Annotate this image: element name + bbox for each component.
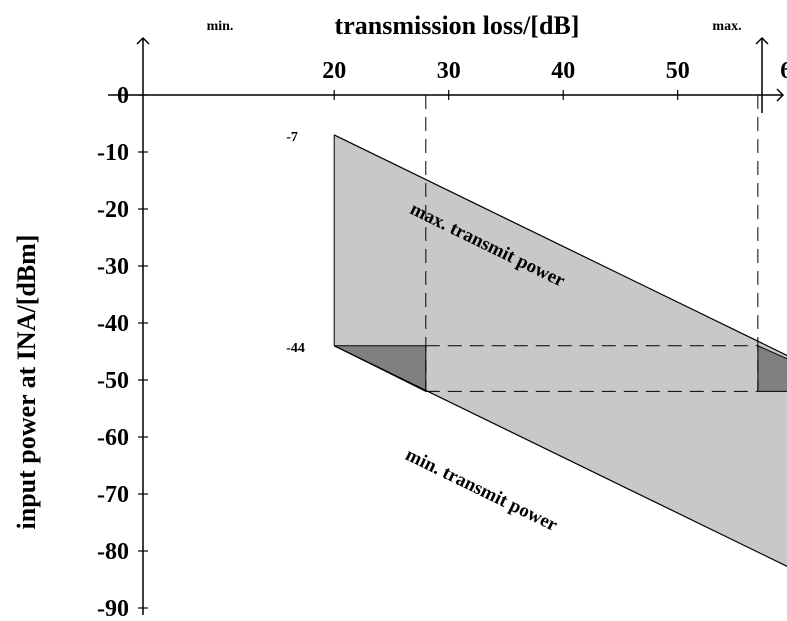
y-tick-label: -20 <box>97 197 129 223</box>
y-tick-label: -40 <box>97 311 129 337</box>
feasible-region <box>334 134 787 567</box>
x-min-label: min. <box>207 19 234 34</box>
x-axis-title: transmission loss/[dB] <box>335 11 580 40</box>
x-max-label: max. <box>712 19 741 34</box>
y-tick-label: -90 <box>97 596 129 621</box>
y-tick-label: -30 <box>97 254 129 280</box>
y-tick-label: 0 <box>117 83 129 109</box>
point-annotation: -44 <box>286 341 305 356</box>
y-axis-title: input power at INA/[dBm] <box>12 235 41 530</box>
x-tick-label: 30 <box>437 58 461 84</box>
min-transmit-power-line <box>333 345 787 567</box>
x-tick-label: 20 <box>322 58 346 84</box>
point-annotation: -7 <box>286 130 298 145</box>
plot-area <box>333 95 787 567</box>
y-tick-label: -50 <box>97 368 129 394</box>
y-tick-label: -60 <box>97 425 129 451</box>
x-tick-label: 40 <box>551 58 575 84</box>
axes <box>108 36 785 615</box>
y-tick-label: -70 <box>97 482 129 508</box>
min-transmit-power-label: min. transmit power <box>402 444 561 536</box>
y-tick-label: -10 <box>97 140 129 166</box>
max-transmit-power-line <box>333 134 787 357</box>
y-tick-label: -80 <box>97 539 129 565</box>
x-tick-label: 50 <box>666 58 690 84</box>
x-tick-label: 60 <box>780 58 787 84</box>
